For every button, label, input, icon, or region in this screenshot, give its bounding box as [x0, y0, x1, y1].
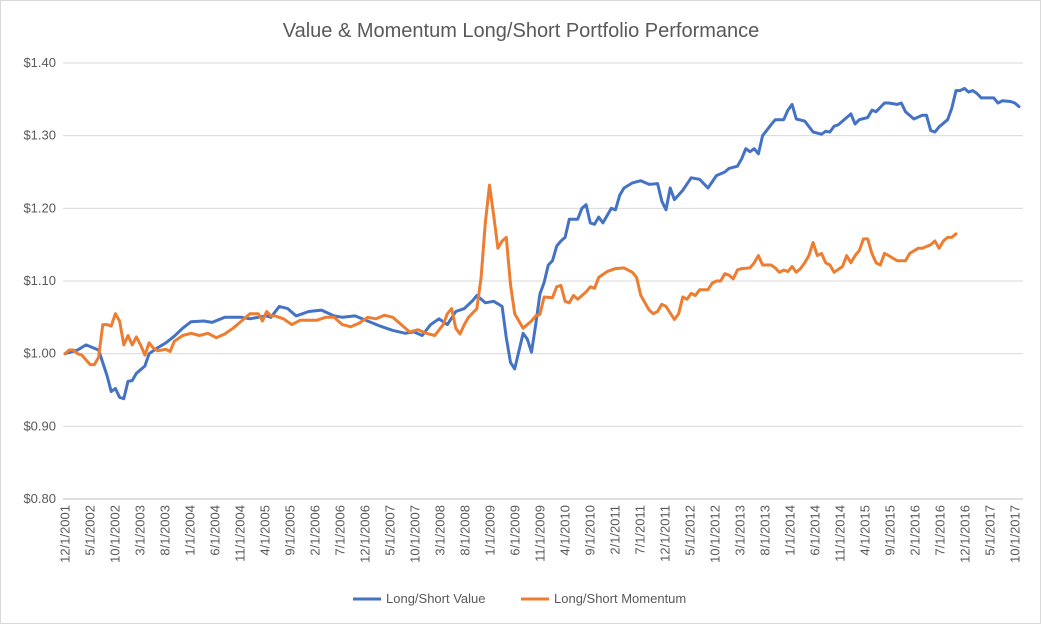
- x-tick-label: 12/1/2001: [58, 505, 73, 563]
- x-tick-label: 8/1/2008: [458, 505, 473, 556]
- legend-label: Long/Short Value: [386, 591, 486, 606]
- x-tick-label: 10/1/2012: [708, 505, 723, 563]
- y-axis-ticks: $1.40 $1.30 $1.20 $1.10 $1.00 $0.90 $0.80: [23, 55, 56, 506]
- x-tick-label: 9/1/2005: [283, 505, 298, 556]
- x-tick-label: 10/1/2007: [408, 505, 423, 563]
- x-tick-label: 9/1/2015: [883, 505, 898, 556]
- x-tick-label: 12/1/2006: [358, 505, 373, 563]
- x-tick-label: 5/1/2012: [683, 505, 698, 556]
- x-tick-label: 7/1/2016: [933, 505, 948, 556]
- y-tick-label: $1.00: [23, 346, 56, 361]
- x-tick-label: 11/1/2014: [833, 505, 848, 562]
- x-axis-ticks: 12/1/2001 5/1/2002 10/1/2002 3/1/2003 8/1/20…: [58, 505, 1023, 563]
- x-tick-label: 9/1/2010: [583, 505, 598, 556]
- x-tick-label: 2/1/2006: [308, 505, 323, 556]
- x-tick-label: 3/1/2013: [733, 505, 748, 556]
- x-tick-label: 1/1/2014: [783, 505, 798, 556]
- x-tick-label: 2/1/2016: [908, 505, 923, 556]
- x-tick-label: 12/1/2016: [958, 505, 973, 563]
- x-tick-label: 1/1/2009: [483, 505, 498, 556]
- legend-label: Long/Short Momentum: [554, 591, 686, 606]
- x-tick-label: 8/1/2003: [158, 505, 173, 556]
- y-tick-label: $1.40: [23, 55, 56, 70]
- x-tick-label: 3/1/2008: [433, 505, 448, 556]
- x-tick-label: 5/1/2007: [383, 505, 398, 556]
- x-tick-label: 7/1/2011: [633, 505, 648, 555]
- y-tick-label: $1.10: [23, 273, 56, 288]
- x-tick-label: 6/1/2009: [508, 505, 523, 556]
- x-tick-label: 4/1/2015: [858, 505, 873, 556]
- x-tick-label: 4/1/2010: [558, 505, 573, 556]
- gridlines: [63, 62, 1023, 500]
- chart-title: Value & Momentum Long/Short Portfolio Pe…: [283, 20, 760, 42]
- y-tick-label: $0.90: [23, 418, 56, 433]
- x-tick-label: 2/1/2011: [608, 505, 623, 555]
- y-tick-label: $1.30: [23, 128, 56, 143]
- x-tick-label: 7/1/2006: [333, 505, 348, 556]
- x-tick-label: 4/1/2005: [258, 505, 273, 556]
- x-tick-label: 6/1/2004: [208, 505, 223, 556]
- x-tick-label: 5/1/2002: [83, 505, 98, 556]
- legend: Long/Short Value Long/Short Momentum: [353, 591, 686, 606]
- x-tick-label: 11/1/2004: [233, 505, 248, 562]
- series-line-value: [63, 86, 1021, 401]
- y-tick-label: $1.20: [23, 200, 56, 215]
- x-tick-label: 8/1/2013: [758, 505, 773, 556]
- x-tick-label: 12/1/2011: [658, 505, 673, 562]
- x-tick-label: 6/1/2014: [808, 505, 823, 556]
- x-tick-label: 1/1/2004: [183, 505, 198, 556]
- x-tick-label: 11/1/2009: [533, 505, 548, 562]
- series-line-momentum: [63, 183, 958, 367]
- x-tick-label: 10/1/2017: [1008, 505, 1023, 563]
- x-tick-label: 10/1/2002: [108, 505, 123, 563]
- y-tick-label: $0.80: [23, 491, 56, 506]
- series-lines: [63, 86, 1021, 401]
- x-tick-label: 3/1/2003: [133, 505, 148, 556]
- x-tick-label: 5/1/2017: [983, 505, 998, 556]
